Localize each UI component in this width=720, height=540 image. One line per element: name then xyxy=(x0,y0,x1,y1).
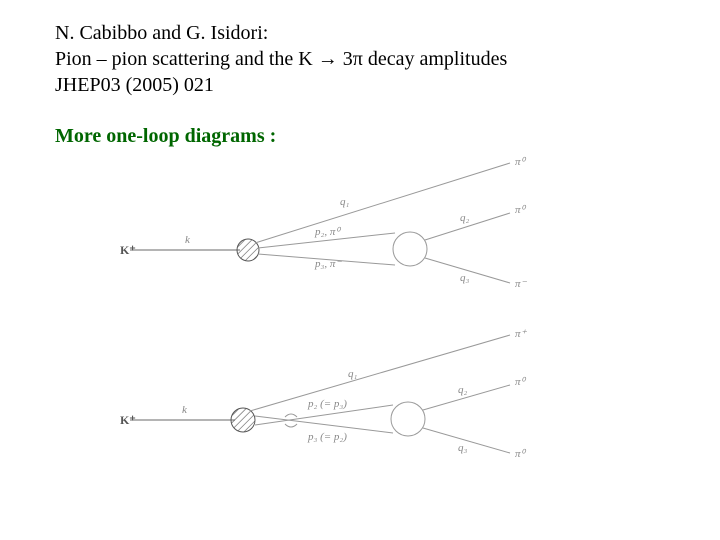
citation-pre: Pion – pion scattering and the K xyxy=(55,48,318,70)
d2-q2-mom: q₂ xyxy=(458,384,468,396)
d2-p2: p₂ (= p₃) xyxy=(307,398,347,410)
d2-q1-mom: q₁ xyxy=(348,368,358,380)
d1-incoming-label: K⁺ xyxy=(120,243,136,257)
d1-q2-label: π⁰ xyxy=(515,204,527,216)
d2-incoming-mom: k xyxy=(182,404,188,416)
d1-q1-label: π⁰ xyxy=(515,156,527,168)
feynman-svg: K⁺ k q₁ π⁰ p₂, π⁰ p₃, π⁻ q₂ π⁰ q₃ π⁻ K⁺ … xyxy=(110,155,590,485)
citation-line-3: JHEP03 (2005) 021 xyxy=(55,72,507,98)
feynman-diagrams: K⁺ k q₁ π⁰ p₂, π⁰ p₃, π⁻ q₂ π⁰ q₃ π⁻ K⁺ … xyxy=(110,155,590,485)
diagram-2: K⁺ k q₁ π⁺ p₂ (= p₃) p₃ (= p₂) q₂ π⁰ q₃ … xyxy=(120,328,528,460)
citation-line-2: Pion – pion scattering and the K → 3π de… xyxy=(55,46,507,72)
diagram-1: K⁺ k q₁ π⁰ p₂, π⁰ p₃, π⁻ q₂ π⁰ q₃ π⁻ xyxy=(120,156,528,290)
citation-line-1: N. Cabibbo and G. Isidori: xyxy=(55,20,507,46)
d2-q1-label: π⁺ xyxy=(515,328,528,340)
citation-block: N. Cabibbo and G. Isidori: Pion – pion s… xyxy=(55,20,507,98)
d1-q1-mom: q₁ xyxy=(340,196,350,208)
d2-p3: p₃ (= p₂) xyxy=(307,431,347,443)
d2-incoming-label: K⁺ xyxy=(120,413,136,427)
section-heading: More one-loop diagrams : xyxy=(55,125,276,148)
d2-q3-label: π⁰ xyxy=(515,448,527,460)
d2-q2-label: π⁰ xyxy=(515,376,527,388)
d1-p3: p₃, π⁻ xyxy=(314,258,342,270)
d1-p2: p₂, π⁰ xyxy=(314,226,341,238)
d1-q3-label: π⁻ xyxy=(515,278,528,290)
d1-q2-mom: q₂ xyxy=(460,212,470,224)
d1-incoming-mom: k xyxy=(185,234,191,246)
d1-q3-mom: q₃ xyxy=(460,272,470,284)
citation-arrow: → xyxy=(318,48,338,70)
citation-post: 3π decay amplitudes xyxy=(338,48,508,70)
d2-q3-mom: q₃ xyxy=(458,442,468,454)
